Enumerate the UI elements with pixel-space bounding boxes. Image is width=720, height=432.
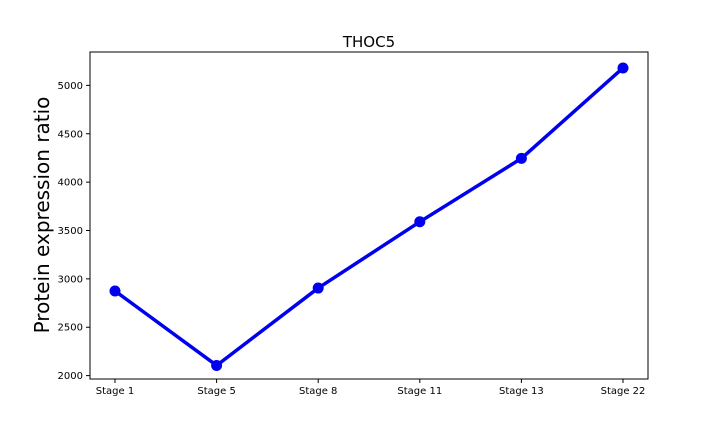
data-point bbox=[109, 285, 121, 297]
data-point bbox=[617, 62, 629, 74]
series-line bbox=[113, 66, 625, 368]
y-axis-ticks: 2000 2500 3000 3500 4000 4500 5000 bbox=[58, 81, 90, 382]
x-tick-label: Stage 13 bbox=[499, 386, 544, 397]
x-axis-ticks: Stage 1 Stage 5 Stage 8 Stage 11 Stage 13 Sta… bbox=[96, 379, 646, 397]
y-tick-label: 5000 bbox=[58, 81, 83, 92]
data-point bbox=[312, 282, 324, 294]
y-tick-label: 4000 bbox=[58, 178, 83, 189]
y-tick-label: 4500 bbox=[58, 129, 83, 140]
data-point bbox=[414, 216, 426, 228]
y-tick-label: 2000 bbox=[58, 371, 83, 382]
y-axis-label: Protein expression ratio bbox=[30, 97, 54, 334]
plot-area-frame bbox=[89, 51, 649, 380]
data-point bbox=[211, 359, 223, 371]
series-layer bbox=[109, 62, 629, 371]
data-point bbox=[515, 152, 527, 164]
x-tick-label: Stage 8 bbox=[299, 386, 337, 397]
x-tick-label: Stage 5 bbox=[197, 386, 235, 397]
x-tick-label: Stage 11 bbox=[397, 386, 442, 397]
y-tick-label: 3500 bbox=[58, 226, 83, 237]
chart-title: THOC5 bbox=[342, 33, 395, 51]
y-tick-label: 2500 bbox=[58, 323, 83, 334]
y-tick-label: 3000 bbox=[58, 274, 83, 285]
x-tick-label: Stage 22 bbox=[601, 386, 646, 397]
x-tick-label: Stage 1 bbox=[96, 386, 134, 397]
